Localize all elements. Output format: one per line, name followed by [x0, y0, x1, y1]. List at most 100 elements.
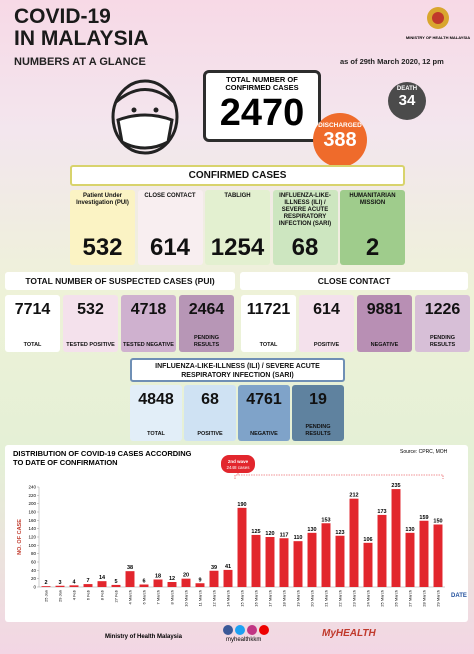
card: 614 POSITIVE: [299, 295, 354, 352]
subheading: NUMBERS AT A GLANCE: [14, 56, 146, 68]
card-value: 19: [309, 391, 327, 408]
card: 7714 TOTAL: [5, 295, 60, 352]
footer-brand: MyHEALTH: [322, 628, 376, 639]
x-tick-label: 4 Feb: [72, 589, 77, 600]
date-note: as of 29th March 2020, 12 pm: [340, 57, 444, 66]
card-value: 68: [201, 391, 219, 408]
bar: [265, 537, 275, 587]
card-label: NEGATIVE: [370, 342, 399, 348]
value-label: 4: [72, 579, 76, 585]
card: TABLIGH 1254: [205, 190, 270, 265]
value-label: 110: [294, 535, 303, 541]
total-box: TOTAL NUMBER OF CONFIRMED CASES 2470: [203, 70, 321, 142]
card-value: 532: [82, 234, 123, 261]
x-tick-label: 12 March: [212, 590, 217, 607]
y-tick-label: 180: [28, 510, 36, 515]
y-tick-label: 200: [28, 501, 36, 506]
x-tick-label: 26 March: [394, 590, 399, 607]
bar: [251, 534, 261, 587]
card-label: TESTED POSITIVE: [66, 342, 115, 348]
value-label: 120: [265, 531, 274, 537]
card-value: 68: [291, 234, 319, 261]
bar: [377, 514, 387, 587]
x-tick-label: 4 March: [128, 590, 133, 604]
bar: [167, 582, 177, 587]
value-label: 150: [433, 519, 442, 525]
bar: [349, 498, 359, 587]
y-tick-label: 140: [28, 526, 36, 531]
bar: [223, 569, 233, 587]
bar: [55, 585, 65, 587]
value-label: 106: [363, 537, 372, 543]
card-label: PENDING RESULTS: [193, 335, 220, 348]
value-label: 159: [419, 515, 428, 521]
discharged-label: DISCHARGED: [318, 122, 362, 129]
card-value: 1254: [210, 234, 265, 261]
card: CLOSE CONTACT 614: [137, 190, 203, 265]
value-label: 38: [127, 565, 133, 571]
y-tick-label: 160: [28, 518, 36, 523]
bar: [195, 583, 205, 587]
bar: [41, 586, 51, 587]
x-tick-label: 8 March: [170, 590, 175, 604]
value-label: 12: [169, 576, 175, 582]
value-label: 41: [225, 564, 231, 570]
death-badge: DEATH 34: [388, 82, 426, 120]
bar: [83, 584, 93, 587]
annotation: 2448 cases: [226, 465, 250, 470]
chart-title: DISTRIBUTION OF COVID-19 CASES ACCORDING…: [13, 449, 192, 467]
x-tick-label: 20 March: [310, 590, 315, 607]
x-axis-label: DATE: [451, 593, 467, 599]
ministry-name: MINISTRY OF HEALTH MALAYSIA: [405, 35, 471, 40]
chart-panel: DISTRIBUTION OF COVID-19 CASES ACCORDING…: [5, 445, 468, 622]
death-label: DEATH: [396, 86, 418, 92]
card-value: 2464: [188, 301, 225, 318]
y-tick-label: 100: [28, 543, 36, 548]
y-tick-label: 20: [31, 576, 37, 581]
card: 11721 TOTAL: [241, 295, 296, 352]
card-value: 2: [365, 234, 380, 261]
card-label: HUMANITARIAN MISSION: [349, 193, 396, 206]
card-value: 4848: [138, 391, 174, 408]
y-tick-label: 60: [31, 560, 37, 565]
card-label: TOTAL: [147, 431, 165, 437]
bar: [139, 584, 149, 587]
card-label: PENDING RESULTS: [305, 424, 331, 437]
bar: [209, 570, 219, 587]
card-value: 4718: [130, 301, 167, 318]
card: 9881 NEGATIVE: [357, 295, 412, 352]
bar: [335, 535, 345, 587]
card: HUMANITARIAN MISSION 2: [340, 190, 405, 265]
value-label: 14: [99, 575, 106, 581]
value-label: 190: [237, 502, 246, 508]
card-value: 11721: [246, 301, 291, 318]
card-value: 1226: [424, 301, 461, 318]
value-label: 123: [335, 530, 344, 536]
value-label: 9: [198, 577, 201, 583]
x-tick-label: 15 March: [240, 590, 245, 607]
card-label: NEGATIVE: [250, 431, 278, 437]
card-label: TABLIGH: [224, 193, 251, 199]
annotation-bracket: [234, 473, 444, 479]
y-tick-label: 40: [31, 568, 37, 573]
annotation: 2nd wave: [228, 459, 249, 464]
bar: [237, 507, 247, 587]
bar: [111, 584, 121, 587]
card-label: Patient Under Investigation (PUI): [76, 193, 129, 206]
y-axis-label: NO. OF CASE: [17, 519, 23, 555]
bar: [97, 581, 107, 587]
value-label: 20: [183, 573, 189, 579]
value-label: 235: [391, 483, 400, 489]
x-tick-label: 23 March: [352, 590, 357, 607]
title: COVID-19 IN MALAYSIA: [14, 6, 149, 50]
x-tick-label: 17 March: [268, 590, 273, 607]
value-label: 130: [307, 527, 316, 533]
x-tick-label: 27 March: [408, 590, 413, 607]
x-tick-label: 29 Jan: [58, 590, 63, 602]
total-label: TOTAL NUMBER OF CONFIRMED CASES: [225, 75, 299, 92]
bar: [279, 538, 289, 587]
total-value: 2470: [219, 92, 305, 134]
x-tick-label: 27 Feb: [114, 589, 119, 602]
value-label: 125: [251, 529, 260, 535]
